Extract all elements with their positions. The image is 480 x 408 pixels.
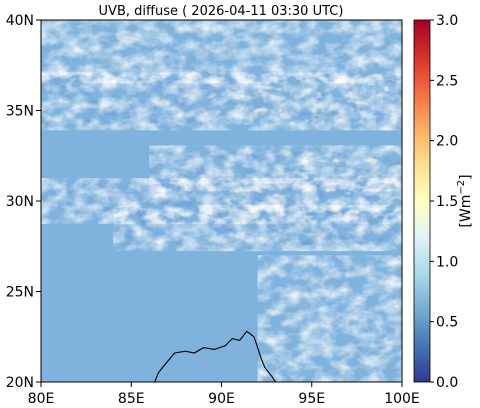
cloud-area-southeast — [257, 255, 402, 382]
colorbar-tick-label: 2.0 — [436, 134, 458, 150]
x-tick-label: 95E — [298, 391, 325, 407]
colorbar-tick-label: 0.5 — [436, 315, 458, 331]
colorbar-tick-label: 1.5 — [436, 194, 458, 210]
plot-area — [41, 20, 402, 382]
cloud-band-bright — [113, 205, 402, 252]
colorbar-tick-label: 1.0 — [436, 254, 458, 270]
coastline-layer — [154, 330, 277, 382]
x-tick-label: 90E — [208, 391, 235, 407]
colorbar-tick-label: 3.0 — [436, 13, 458, 29]
colorbar-tick-label: 0.0 — [436, 375, 458, 391]
x-tick-label: 100E — [384, 391, 420, 407]
x-tick-label: 85E — [118, 391, 145, 407]
colorbar-label-base: [Wm — [458, 195, 474, 228]
y-tick-label: 35N — [6, 104, 34, 120]
y-tick-label: 30N — [6, 194, 34, 210]
colorbar-label-end: ] — [458, 174, 474, 179]
colorbar-bar — [413, 19, 431, 383]
x-axis: 80E 85E 90E 95E 100E — [28, 382, 420, 407]
cloud-bands — [41, 20, 402, 382]
x-tick-label: 80E — [28, 391, 55, 407]
y-axis: 20N 25N 30N 35N 40N — [6, 13, 41, 391]
y-tick-label: 40N — [6, 13, 34, 29]
chart-title: UVB, diffuse ( 2026-04-11 03:30 UTC) — [99, 4, 344, 19]
colorbar-label-exponent: −2 — [456, 180, 467, 195]
cloud-area-north — [41, 20, 402, 84]
colorbar-ticks: 0.0 0.5 1.0 1.5 2.0 2.5 3.0 — [430, 13, 458, 391]
colorbar-label: [Wm−2] — [456, 174, 474, 227]
y-tick-label: 20N — [6, 375, 34, 391]
y-tick-label: 25N — [6, 285, 34, 301]
colorbar-tick-label: 2.5 — [436, 73, 458, 89]
coastline — [154, 330, 277, 382]
cloud-band-high — [203, 78, 402, 125]
colorbar: 0.0 0.5 1.0 1.5 2.0 2.5 3.0 [Wm−2] — [413, 13, 474, 391]
